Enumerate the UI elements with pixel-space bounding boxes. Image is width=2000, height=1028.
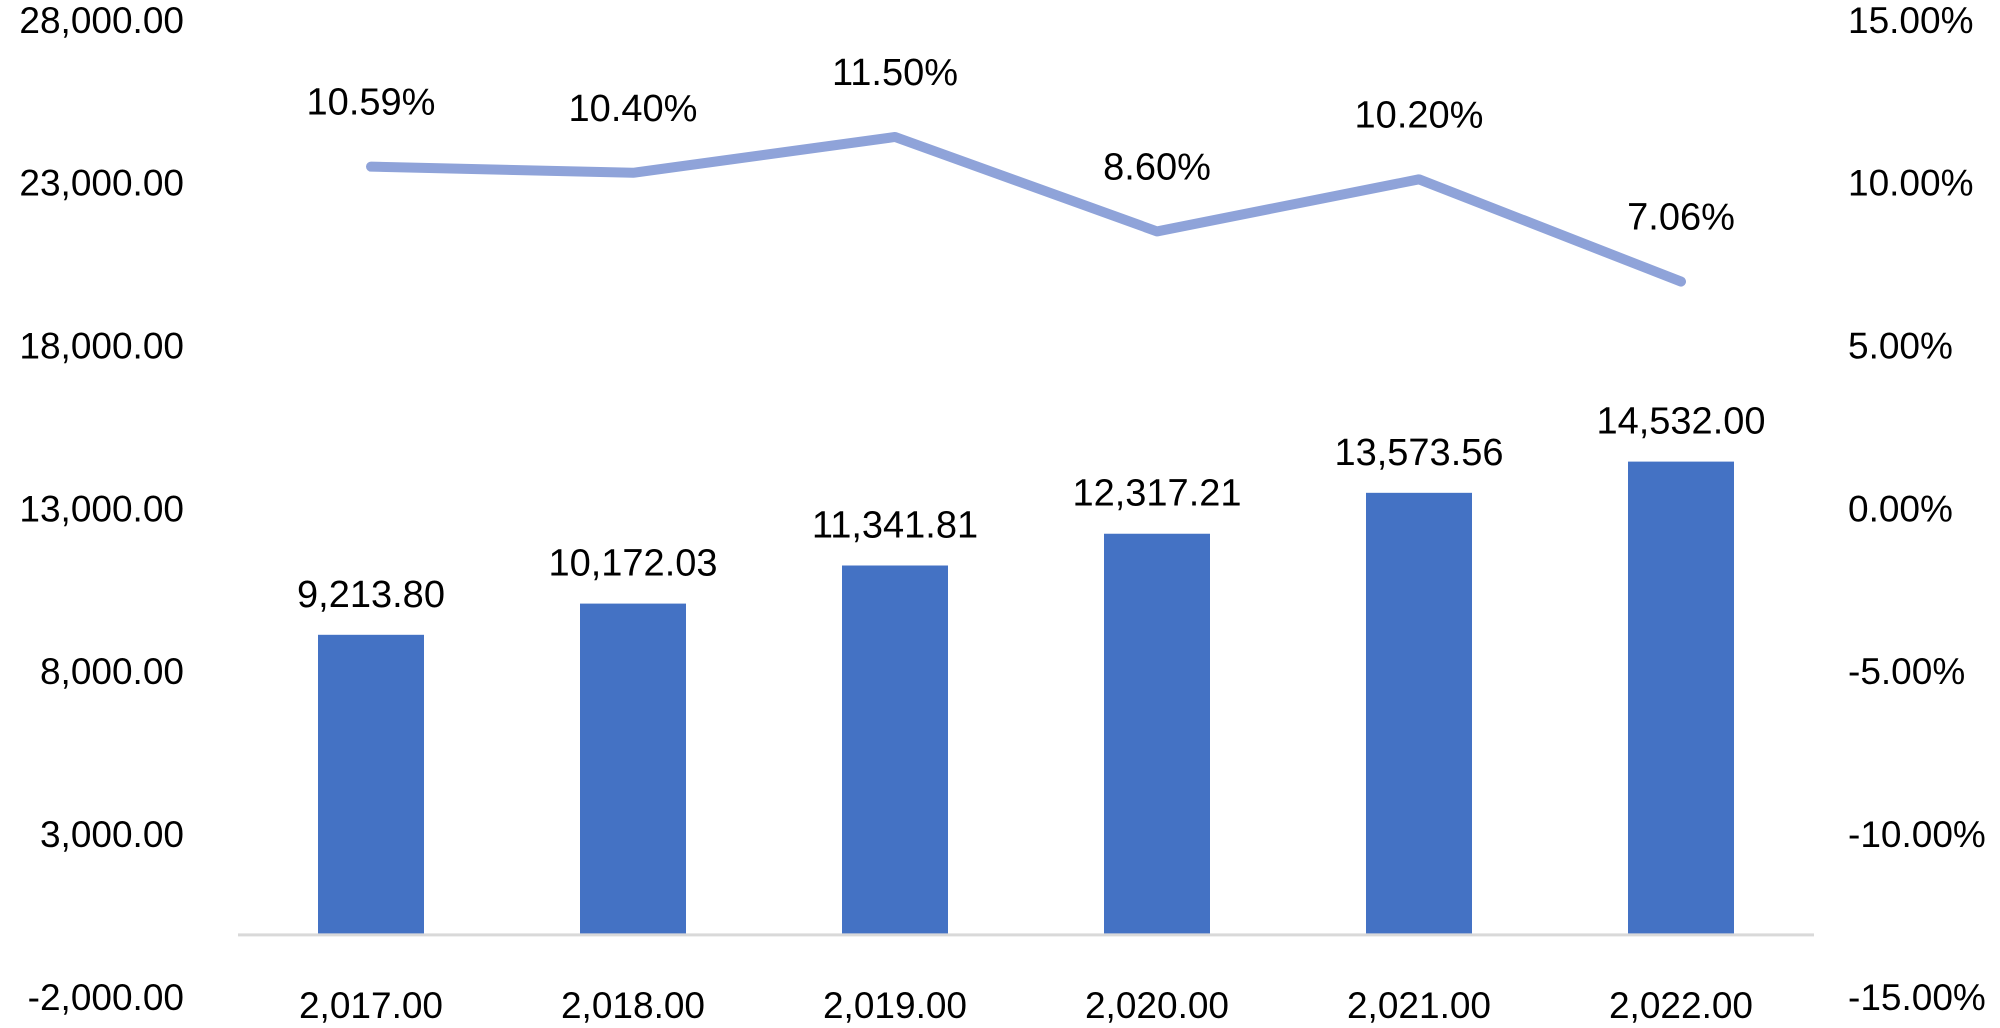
left-axis-tick-label: 3,000.00 [40, 814, 184, 855]
bar-data-label: 11,341.81 [812, 505, 978, 547]
x-axis: 2,017.00 2,018.00 2,019.00 2,020.00 2,021.00… [299, 985, 1753, 1026]
right-axis-tick-label: 10.00% [1848, 163, 1974, 204]
bar-data-label: 14,532.00 [1596, 401, 1765, 443]
left-axis-tick-label: 18,000.00 [19, 325, 184, 366]
bar-data-label: 10,172.03 [548, 543, 717, 585]
bar-data-label: 12,317.21 [1072, 473, 1241, 515]
left-axis-tick-label: 8,000.00 [40, 651, 184, 692]
left-axis-tick-label: -2,000.00 [28, 977, 184, 1018]
right-axis-tick-label: -10.00% [1848, 814, 1986, 855]
bar [1104, 533, 1210, 935]
bar [580, 603, 686, 935]
bar-data-label: 13,573.56 [1334, 432, 1503, 474]
left-axis-tick-label: 13,000.00 [19, 488, 184, 529]
x-axis-tick-label: 2,022.00 [1609, 985, 1753, 1026]
line-data-label: 8.60% [1103, 146, 1211, 188]
x-axis-tick-label: 2,019.00 [823, 985, 967, 1026]
x-axis-tick-label: 2,017.00 [299, 985, 443, 1026]
left-axis: -2,000.00 3,000.00 8,000.00 13,000.00 18,000… [19, 0, 184, 1018]
x-axis-tick-label: 2,021.00 [1347, 985, 1491, 1026]
bar-data-label: 9,213.80 [297, 574, 445, 616]
bar-series: 9,213.80 10,172.03 11,341.81 12,317.21 13,57… [297, 401, 1766, 935]
right-axis-tick-label: 0.00% [1848, 488, 1953, 529]
bar [1628, 461, 1734, 935]
line-data-label: 11.50% [832, 52, 958, 94]
left-axis-tick-label: 28,000.00 [19, 0, 184, 41]
line-data-label: 7.06% [1627, 197, 1735, 239]
line-series-path [366, 131, 1686, 287]
x-axis-tick-label: 2,020.00 [1085, 985, 1229, 1026]
right-axis-tick-label: -15.00% [1848, 977, 1986, 1018]
line-data-label: 10.40% [569, 88, 698, 130]
right-axis-tick-label: 5.00% [1848, 325, 1953, 366]
bar [1366, 492, 1472, 935]
line-series: 10.59% 10.40% 11.50% 8.60% 10.20% 7.06% [307, 52, 1735, 287]
bar [318, 634, 424, 935]
bar [842, 565, 948, 935]
x-axis-tick-label: 2,018.00 [561, 985, 705, 1026]
left-axis-tick-label: 23,000.00 [19, 163, 184, 204]
right-axis-tick-label: -5.00% [1848, 651, 1965, 692]
right-axis: -15.00% -10.00% -5.00% 0.00% 5.00% 10.00% 15.0… [1848, 0, 1986, 1018]
line-data-label: 10.20% [1355, 94, 1484, 136]
right-axis-tick-label: 15.00% [1848, 0, 1974, 41]
line-data-label: 10.59% [307, 82, 436, 124]
